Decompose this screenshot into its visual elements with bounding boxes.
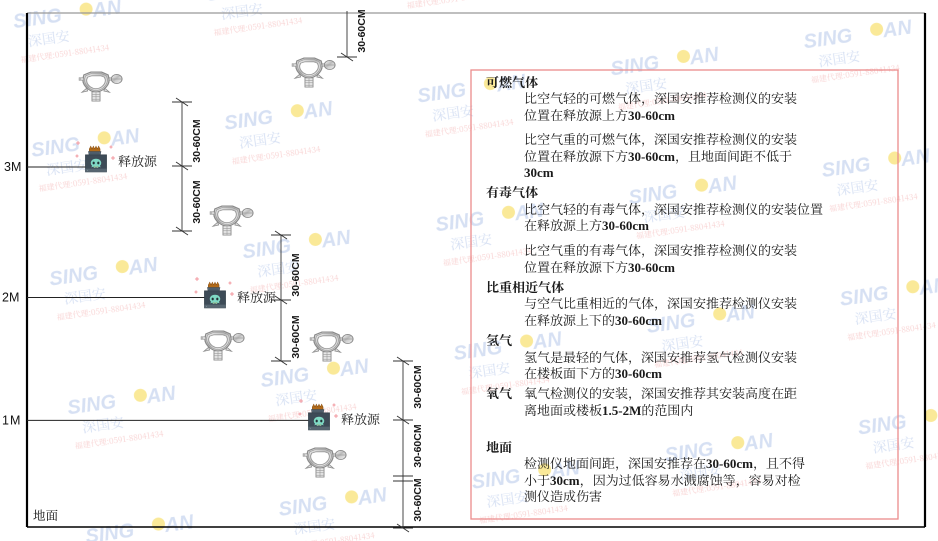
svg-text:30-60CM: 30-60CM <box>412 424 424 467</box>
svg-text:3M: 3M <box>4 160 21 174</box>
svg-text:30-60CM: 30-60CM <box>290 253 302 296</box>
svg-text:30-60CM: 30-60CM <box>191 119 203 162</box>
svg-text:1M: 1M <box>2 413 21 427</box>
svg-text:释放源: 释放源 <box>118 151 157 170</box>
svg-text:地面: 地面 <box>33 506 59 524</box>
svg-text:30-60CM: 30-60CM <box>290 315 302 358</box>
svg-text:30-60CM: 30-60CM <box>412 365 424 408</box>
svg-text:30-60CM: 30-60CM <box>191 180 203 223</box>
svg-text:释放源: 释放源 <box>237 287 276 306</box>
svg-text:释放源: 释放源 <box>341 409 380 428</box>
svg-text:2M: 2M <box>2 291 19 305</box>
svg-text:30-60CM: 30-60CM <box>412 478 424 521</box>
svg-text:30-60CM: 30-60CM <box>356 9 368 52</box>
